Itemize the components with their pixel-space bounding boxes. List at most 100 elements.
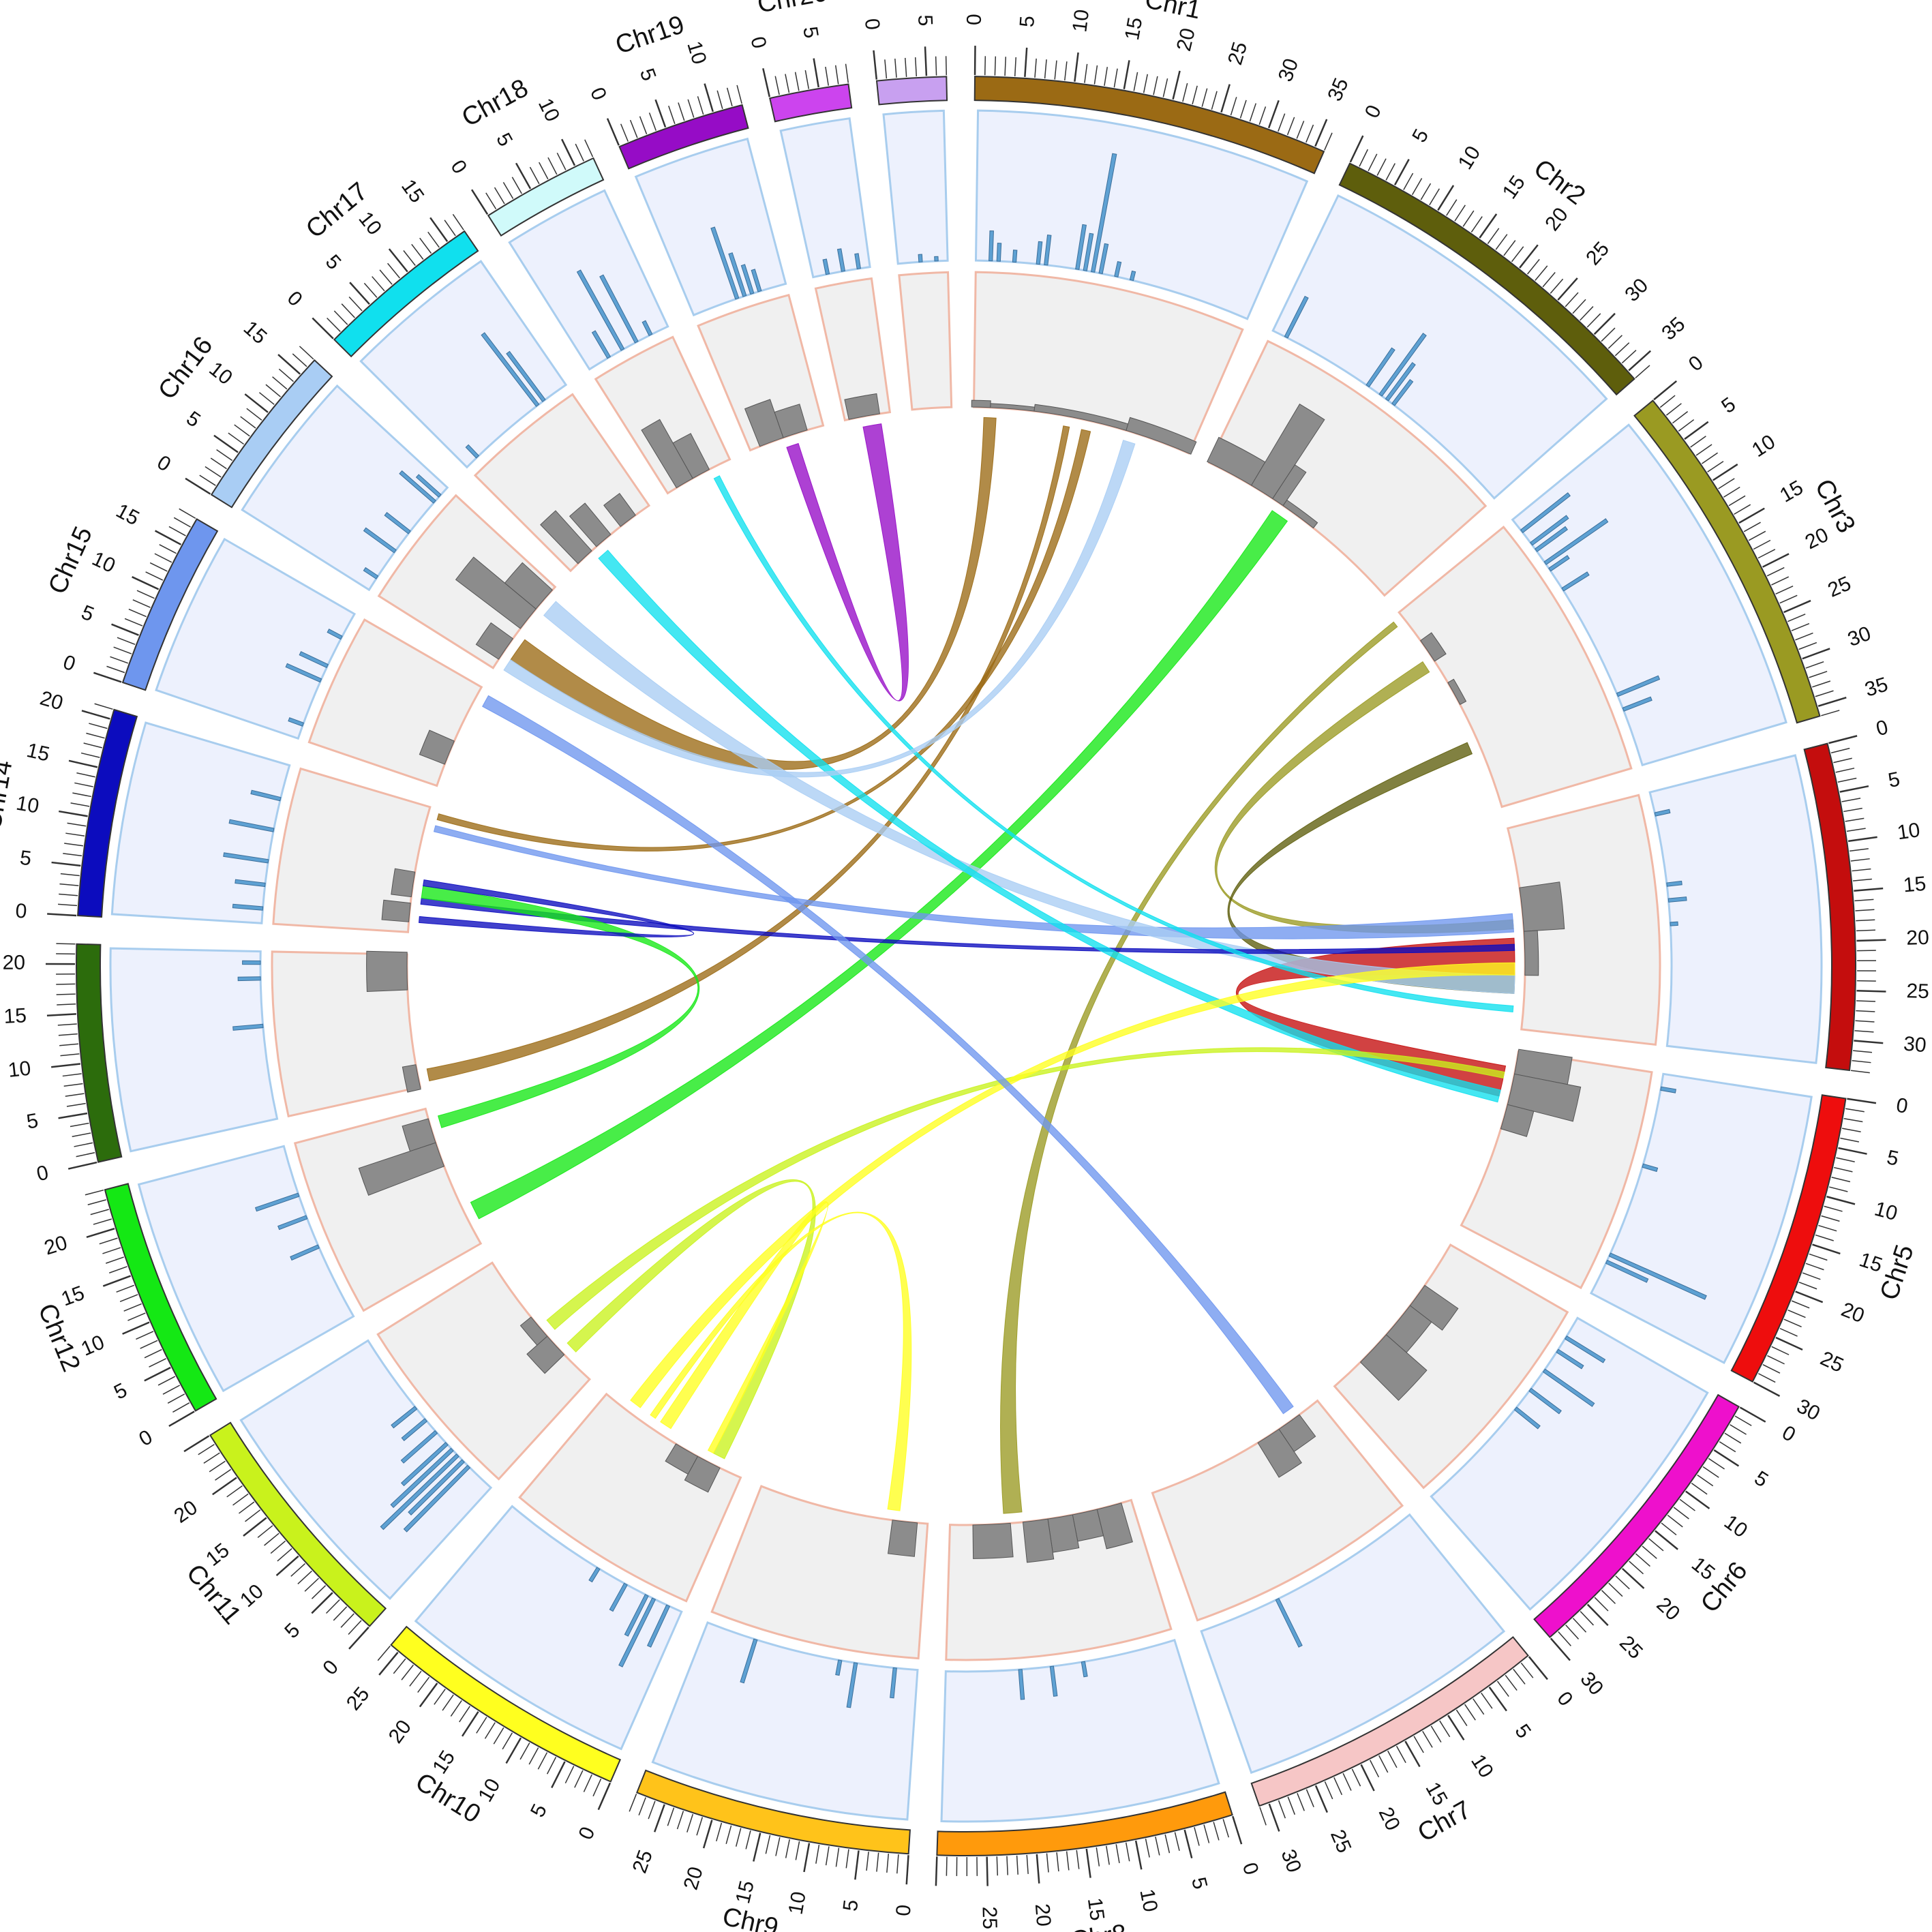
tick-chr1-16 (1133, 72, 1138, 91)
tick-chr15-11 (145, 571, 164, 581)
tick-chr9-7 (835, 1847, 840, 1867)
tick-chr10-7 (537, 1752, 548, 1770)
tick-chr2-20 (1519, 244, 1539, 269)
tick-chr12-16 (108, 1266, 127, 1273)
tick-label-chr6-4: 20 (1652, 1593, 1685, 1625)
tick-chr21-3 (905, 57, 907, 77)
tick-chr6-18 (1635, 1553, 1650, 1567)
tick-chr8-4 (1194, 1827, 1200, 1846)
tick-chr1-11 (1084, 63, 1088, 83)
tick-chr1-24 (1211, 91, 1218, 110)
tick-chr16-1 (199, 474, 216, 486)
tick-chr14-17 (83, 742, 102, 749)
outer-bar-chr10-2 (624, 1594, 649, 1637)
tick-chr1-26 (1230, 97, 1237, 116)
tick-label-chr7-5: 25 (1326, 1826, 1355, 1856)
tick-chr12-8 (140, 1340, 158, 1349)
tick-chr21-6 (935, 56, 937, 76)
tick-chr6-12 (1673, 1507, 1689, 1520)
tick-chr7-29 (1278, 1800, 1286, 1819)
tick-chr21-5 (924, 46, 928, 76)
tick-chr1-27 (1239, 100, 1247, 119)
tick-chr6-5 (1713, 1449, 1740, 1467)
tick-chr17-7 (372, 276, 385, 292)
tick-chr7-1 (1520, 1662, 1534, 1678)
tick-chr1-17 (1143, 74, 1148, 93)
tick-chr3-21 (1766, 567, 1785, 577)
outer-bar-chr1-6 (1083, 232, 1094, 271)
tick-chr5-29 (1757, 1373, 1776, 1383)
outer-track-chr13 (109, 947, 279, 1153)
tick-label-chr5-2: 10 (1872, 1198, 1900, 1226)
outer-bar-chr12-0 (290, 1244, 320, 1261)
tick-chr2-3 (1376, 158, 1387, 176)
tick-chr3-20 (1762, 553, 1790, 568)
outer-bar-chr1-0 (988, 230, 994, 262)
outer-bar-chr13-2 (242, 960, 261, 965)
tick-chr6-4 (1719, 1441, 1736, 1453)
outer-bar-chr18-1 (576, 269, 625, 351)
tick-chr1-31 (1278, 113, 1286, 132)
tick-chr6-1 (1734, 1415, 1752, 1426)
tick-chr7-0 (1528, 1656, 1548, 1680)
outer-bar-chr2-3 (1385, 362, 1416, 402)
tick-chr12-4 (157, 1376, 176, 1386)
tick-chr1-4 (1014, 57, 1016, 77)
tick-chr17-13 (419, 237, 432, 254)
tick-chr16-10 (244, 393, 269, 413)
tick-chr17-1 (327, 317, 341, 332)
outer-bar-chr1-2 (1012, 250, 1018, 263)
outer-bar-chr9-2 (835, 1659, 843, 1676)
tick-label-chr3-7: 35 (1862, 673, 1891, 701)
inner-bar-chr17-1 (569, 502, 612, 547)
tick-chr15-16 (168, 526, 186, 537)
tick-label-chr5-6: 30 (1793, 1395, 1824, 1425)
tick-chr7-20 (1360, 1764, 1375, 1792)
tick-chr1-7 (1044, 59, 1047, 79)
outer-bar-chr3-1 (1530, 515, 1569, 546)
tick-chr11-3 (333, 1606, 348, 1621)
tick-chr10-19 (434, 1689, 446, 1705)
tick-chr13-9 (62, 1073, 82, 1077)
tick-chr14-20 (81, 710, 110, 720)
tick-label-chr2-6: 30 (1620, 274, 1652, 306)
tick-label-chr2-7: 35 (1657, 313, 1689, 345)
tracks-layer (109, 109, 1823, 1823)
inner-bar-chr16-0 (475, 622, 514, 660)
tick-chr1-6 (1034, 58, 1037, 78)
outer-bar-chr5-1 (1642, 1163, 1659, 1173)
tick-chr19-11 (716, 90, 723, 109)
tick-label-chr7-4: 20 (1374, 1804, 1404, 1835)
tick-chr11-20 (212, 1477, 237, 1496)
tick-chr7-22 (1342, 1772, 1352, 1791)
tick-chr8-29 (946, 1856, 948, 1876)
inner-bar-chr19-1 (774, 404, 808, 438)
tick-chr18-5 (515, 162, 532, 190)
tick-label-chr18-1: 5 (492, 130, 517, 151)
tick-chr19-1 (620, 123, 629, 142)
tick-label-chr12-4: 20 (42, 1231, 70, 1259)
tick-chr12-15 (102, 1275, 132, 1287)
tick-chr8-23 (1006, 1856, 1008, 1875)
tick-chr7-14 (1413, 1736, 1424, 1753)
tick-chr2-21 (1526, 258, 1540, 275)
outer-bar-chr17-0 (465, 444, 480, 459)
tick-chr14-4 (60, 873, 80, 877)
tick-chr3-23 (1775, 585, 1794, 595)
tick-chr19-12 (726, 87, 733, 107)
outer-bar-chr16-2 (384, 512, 411, 534)
outer-bar-chr3-2 (1534, 526, 1568, 552)
tick-chr10-5 (551, 1761, 566, 1789)
tick-chr6-11 (1679, 1498, 1695, 1511)
link-18-chr9-chr10 (650, 1211, 912, 1511)
tick-chr2-11 (1446, 199, 1458, 216)
tick-chr20-1 (774, 76, 780, 95)
tick-chr2-13 (1462, 210, 1475, 227)
inner-bar-chr1-3 (1126, 417, 1197, 455)
tick-chr1-14 (1113, 68, 1118, 88)
tick-chr14-6 (63, 853, 82, 857)
tick-chr10-12 (493, 1727, 504, 1745)
tick-chr9-3 (876, 1852, 879, 1872)
tick-label-chr10-1: 5 (526, 1800, 552, 1821)
tick-chr1-20 (1172, 70, 1181, 100)
